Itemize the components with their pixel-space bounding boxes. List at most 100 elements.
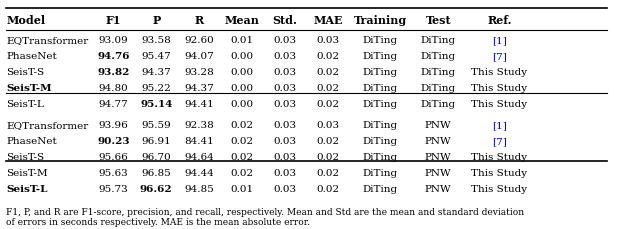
Text: SeisT-L: SeisT-L [6,185,47,194]
Text: SeisT-L: SeisT-L [6,100,44,109]
Text: DiTing: DiTing [362,137,397,146]
Text: SeisT-M: SeisT-M [6,169,48,178]
Text: 93.28: 93.28 [184,68,214,77]
Text: 94.41: 94.41 [184,100,214,109]
Text: 94.37: 94.37 [184,84,214,93]
Text: DiTing: DiTing [420,52,456,61]
Text: 93.09: 93.09 [99,36,128,45]
Text: PNW: PNW [425,169,452,178]
Text: 0.02: 0.02 [316,185,339,194]
Text: Test: Test [426,15,451,26]
Text: 0.00: 0.00 [230,100,253,109]
Text: Mean: Mean [225,15,260,26]
Text: 0.01: 0.01 [230,36,253,45]
Text: 0.03: 0.03 [316,36,339,45]
Text: PhaseNet: PhaseNet [6,52,57,61]
Text: 95.66: 95.66 [99,153,128,162]
Text: F1: F1 [106,15,121,26]
Text: 96.62: 96.62 [140,185,173,194]
Text: 84.41: 84.41 [184,137,214,146]
Text: 94.77: 94.77 [99,100,128,109]
Text: 96.91: 96.91 [141,137,171,146]
Text: PNW: PNW [425,153,452,162]
Text: 0.03: 0.03 [273,169,296,178]
Text: DiTing: DiTing [420,68,456,77]
Text: 0.02: 0.02 [316,137,339,146]
Text: DiTing: DiTing [420,36,456,45]
Text: 0.02: 0.02 [316,100,339,109]
Text: [7]: [7] [492,137,507,146]
Text: PhaseNet: PhaseNet [6,137,57,146]
Text: DiTing: DiTing [420,84,456,93]
Text: 95.22: 95.22 [141,84,171,93]
Text: 96.70: 96.70 [141,153,171,162]
Text: 0.01: 0.01 [230,185,253,194]
Text: F1, P, and R are F1-score, precision, and recall, respectively. Mean and Std are: F1, P, and R are F1-score, precision, an… [6,208,524,227]
Text: 92.38: 92.38 [184,121,214,130]
Text: 0.00: 0.00 [230,68,253,77]
Text: SeisT-S: SeisT-S [6,68,44,77]
Text: DiTing: DiTing [362,52,397,61]
Text: PNW: PNW [425,137,452,146]
Text: 0.03: 0.03 [273,137,296,146]
Text: Model: Model [6,15,45,26]
Text: [7]: [7] [492,52,507,61]
Text: 0.03: 0.03 [273,153,296,162]
Text: 95.73: 95.73 [99,185,128,194]
Text: 96.85: 96.85 [141,169,171,178]
Text: 0.03: 0.03 [273,36,296,45]
Text: 0.02: 0.02 [316,84,339,93]
Text: 0.03: 0.03 [273,185,296,194]
Text: This Study: This Study [472,84,527,93]
Text: 94.07: 94.07 [184,52,214,61]
Text: EQTransformer: EQTransformer [6,121,88,130]
Text: SeisT-S: SeisT-S [6,153,44,162]
Text: 0.02: 0.02 [316,169,339,178]
Text: SeisT-M: SeisT-M [6,84,52,93]
Text: 93.82: 93.82 [97,68,129,77]
Text: This Study: This Study [472,169,527,178]
Text: 94.37: 94.37 [141,68,171,77]
Text: 0.03: 0.03 [273,52,296,61]
Text: 95.47: 95.47 [141,52,171,61]
Text: 95.59: 95.59 [141,121,171,130]
Text: DiTing: DiTing [362,121,397,130]
Text: DiTing: DiTing [362,169,397,178]
Text: 94.64: 94.64 [184,153,214,162]
Text: Training: Training [353,15,406,26]
Text: 93.96: 93.96 [99,121,128,130]
Text: MAE: MAE [313,15,342,26]
Text: This Study: This Study [472,185,527,194]
Text: EQTransformer: EQTransformer [6,36,88,45]
Text: DiTing: DiTing [362,100,397,109]
Text: PNW: PNW [425,121,452,130]
Text: 94.76: 94.76 [97,52,130,61]
Text: DiTing: DiTing [362,36,397,45]
Text: 93.58: 93.58 [141,36,171,45]
Text: 0.00: 0.00 [230,52,253,61]
Text: 0.03: 0.03 [273,84,296,93]
Text: DiTing: DiTing [362,68,397,77]
Text: 94.85: 94.85 [184,185,214,194]
Text: 95.14: 95.14 [140,100,173,109]
Text: P: P [152,15,161,26]
Text: Std.: Std. [273,15,298,26]
Text: 95.63: 95.63 [99,169,128,178]
Text: This Study: This Study [472,100,527,109]
Text: R: R [195,15,204,26]
Text: 92.60: 92.60 [184,36,214,45]
Text: Ref.: Ref. [487,15,512,26]
Text: DiTing: DiTing [362,185,397,194]
Text: This Study: This Study [472,68,527,77]
Text: 94.80: 94.80 [99,84,128,93]
Text: 0.03: 0.03 [316,121,339,130]
Text: 0.02: 0.02 [230,153,253,162]
Text: 0.02: 0.02 [230,121,253,130]
Text: 0.00: 0.00 [230,84,253,93]
Text: 0.03: 0.03 [273,121,296,130]
Text: 90.23: 90.23 [97,137,130,146]
Text: 0.02: 0.02 [316,52,339,61]
Text: 0.03: 0.03 [273,68,296,77]
Text: 0.03: 0.03 [273,100,296,109]
Text: 0.02: 0.02 [316,68,339,77]
